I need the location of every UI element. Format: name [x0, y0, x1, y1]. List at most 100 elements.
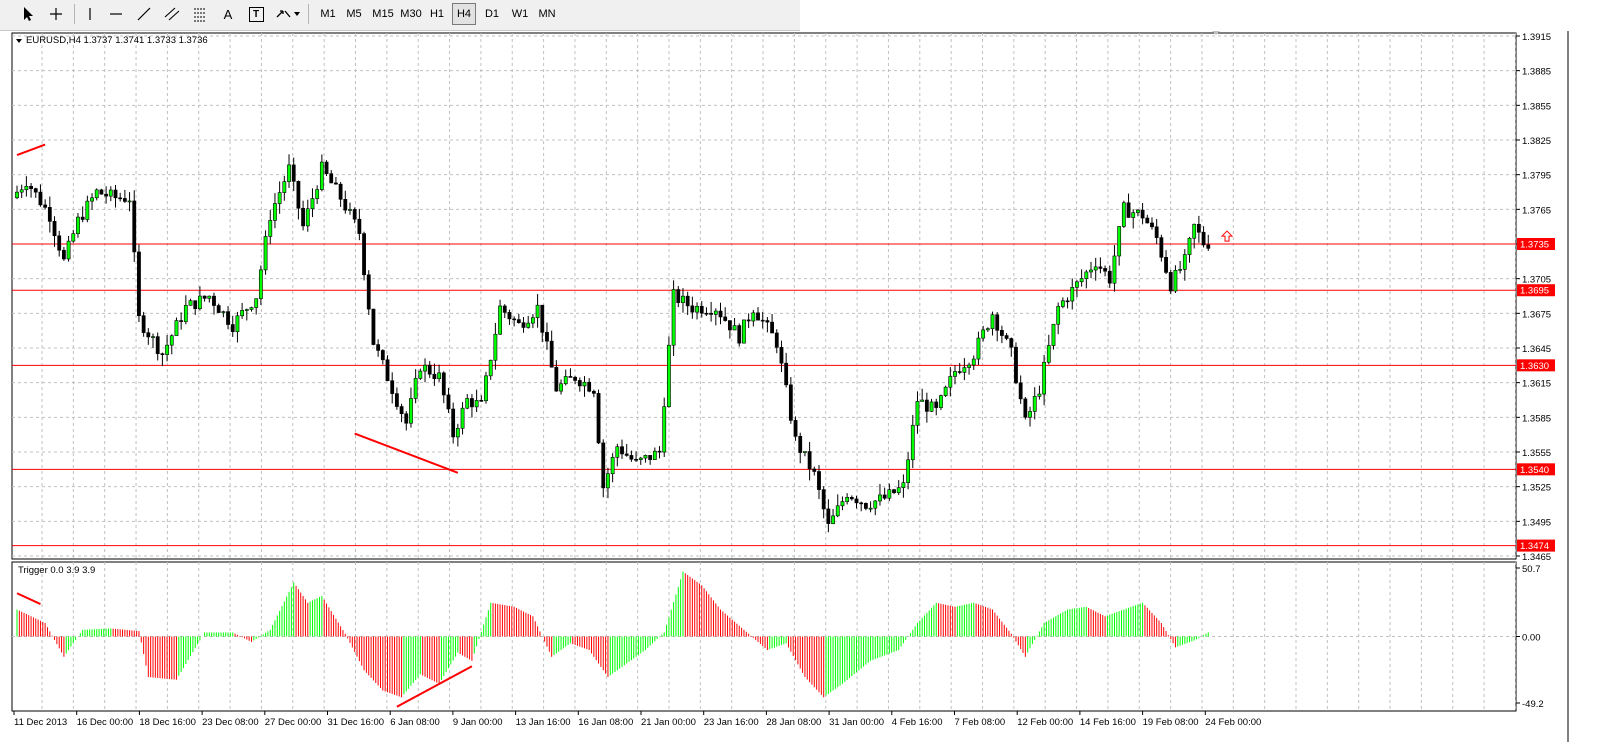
- candle-down: [1201, 231, 1206, 246]
- candle-down: [371, 308, 376, 345]
- candle-down: [760, 319, 765, 322]
- price-trendline: [16, 143, 46, 156]
- candle-up: [1112, 255, 1117, 284]
- crosshair-icon[interactable]: [46, 3, 66, 25]
- fibonacci-icon[interactable]: [190, 3, 210, 25]
- chart-title: EURUSD,H4 1.3737 1.3741 1.3733 1.3736: [26, 35, 208, 46]
- candle-down: [357, 218, 362, 234]
- candle-up: [15, 191, 19, 199]
- y-tick-label: 1.3495: [1522, 517, 1551, 528]
- candle-down: [1164, 257, 1168, 273]
- x-tick-label: 24 Feb 00:00: [1205, 717, 1261, 728]
- timeframe-h1-button[interactable]: H1: [429, 8, 445, 20]
- candle-up: [662, 406, 667, 453]
- candle-down: [774, 332, 779, 348]
- candle-down: [1004, 335, 1009, 339]
- candle-down: [118, 197, 123, 200]
- candle-down: [685, 295, 690, 307]
- candle-down: [160, 353, 165, 355]
- candle-down: [80, 216, 85, 220]
- timeframe-mn-button[interactable]: MN: [538, 8, 556, 20]
- level-label-bg: [1517, 238, 1555, 250]
- channel-icon[interactable]: [162, 3, 182, 25]
- timeframe-m1-button[interactable]: M1: [320, 8, 336, 20]
- candle-up: [845, 497, 850, 502]
- candle-down: [821, 489, 826, 510]
- candle-up: [610, 457, 615, 475]
- candle-up: [971, 358, 976, 366]
- x-tick-label: 11 Dec 2013: [14, 717, 67, 728]
- timeframe-m30-button[interactable]: M30: [400, 8, 422, 20]
- candle-down: [1065, 300, 1070, 303]
- osc-y-tick-label: -49.2: [1522, 699, 1544, 710]
- text-icon[interactable]: A: [223, 6, 233, 22]
- candle-down: [709, 312, 714, 315]
- timeframe-m5-button[interactable]: M5: [346, 8, 362, 20]
- arrows-icon[interactable]: [272, 3, 302, 25]
- candle-up: [1070, 287, 1075, 302]
- timeframe-m15-button[interactable]: M15: [372, 8, 394, 20]
- trendline-icon[interactable]: [134, 3, 154, 25]
- candle-down: [892, 489, 896, 493]
- candle-up: [207, 295, 212, 299]
- candle-down: [193, 300, 198, 310]
- candle-up: [1084, 271, 1089, 279]
- level-label: 1.3540: [1520, 465, 1549, 476]
- label-icon[interactable]: T: [246, 3, 266, 25]
- x-tick-label: 9 Jan 00:00: [453, 717, 503, 728]
- horizontal-line-icon[interactable]: [106, 3, 126, 25]
- candle-up: [1046, 345, 1051, 363]
- candle-up: [76, 216, 80, 235]
- candle-down: [33, 188, 38, 193]
- candle-down: [995, 314, 1000, 331]
- candle-up: [188, 300, 193, 306]
- candle-down: [648, 455, 653, 460]
- timeframe-d1-button[interactable]: D1: [484, 8, 500, 20]
- candle-up: [667, 344, 671, 408]
- candle-down: [146, 332, 151, 338]
- candle-down: [1009, 338, 1014, 348]
- candle-down: [57, 235, 62, 251]
- candle-up: [221, 311, 226, 313]
- candle-up: [896, 487, 901, 493]
- y-tick-label: 1.3645: [1522, 344, 1551, 355]
- candle-down: [1126, 202, 1131, 218]
- y-tick-label: 1.3885: [1522, 67, 1551, 78]
- cursor-icon[interactable]: [18, 3, 38, 25]
- toolbar: A T M1 M5 M15 M30 H1 H4 D1 W1 MN: [0, 0, 800, 31]
- candle-down: [1140, 209, 1145, 219]
- candle-down: [61, 249, 66, 260]
- candle-down: [122, 198, 127, 202]
- candle-up: [1079, 278, 1084, 283]
- y-tick-label: 1.3525: [1522, 483, 1551, 494]
- candle-down: [573, 376, 578, 381]
- y-tick-label: 1.3825: [1522, 136, 1551, 147]
- timeframe-w1-button[interactable]: W1: [511, 8, 529, 20]
- candle-up: [967, 364, 971, 368]
- candle-up: [868, 507, 873, 510]
- chart-canvas[interactable]: 1.3915 1.3885 1.3855 1.3825 1.3795 1.3765 1.37…: [0, 31, 1600, 742]
- candle-up: [901, 482, 906, 488]
- candle-up: [305, 208, 310, 227]
- timeframe-h4-button[interactable]: H4: [452, 3, 476, 25]
- candle-up: [1182, 254, 1187, 270]
- vertical-line-icon[interactable]: [80, 3, 100, 25]
- candle-down: [676, 289, 681, 303]
- candle-down: [629, 455, 634, 460]
- candle-down: [1145, 217, 1150, 224]
- candle-up: [258, 269, 263, 300]
- chart-area[interactable]: 1.3915 1.3885 1.3855 1.3825 1.3795 1.3765 1.37…: [0, 31, 1600, 747]
- x-tick-label: 13 Jan 16:00: [516, 717, 571, 728]
- candle-up: [19, 189, 24, 193]
- candle-down: [934, 401, 939, 408]
- candle-up: [108, 189, 113, 197]
- candle-down: [155, 336, 160, 354]
- candle-down: [394, 393, 399, 407]
- candle-down: [554, 366, 559, 392]
- candle-down: [1196, 223, 1201, 233]
- candle-up: [174, 320, 179, 337]
- y-tick-label: 1.3915: [1522, 32, 1551, 43]
- candle-down: [690, 305, 695, 313]
- candle-down: [202, 295, 207, 299]
- candle-up: [915, 401, 920, 426]
